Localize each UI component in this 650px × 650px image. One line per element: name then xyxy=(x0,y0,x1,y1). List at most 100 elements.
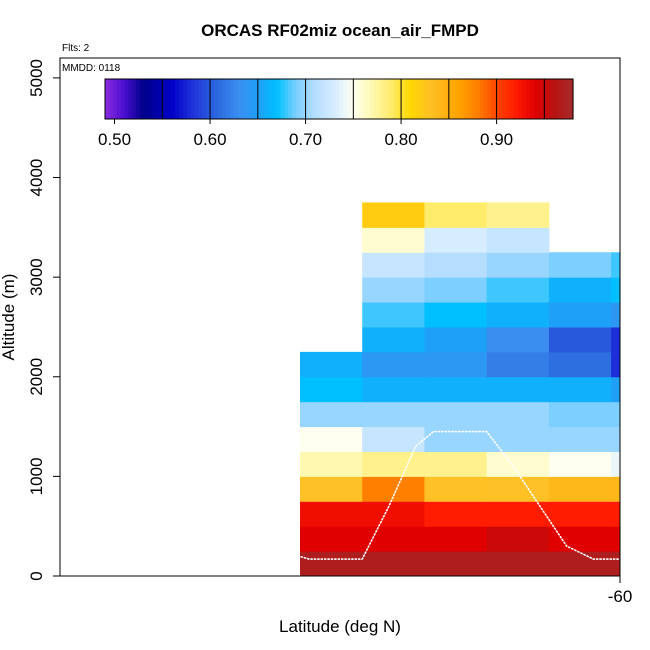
heatmap-cell xyxy=(300,451,363,477)
heatmap-cell xyxy=(548,426,612,452)
colorbar-segment xyxy=(370,79,375,119)
x-axis-label: Latitude (deg N) xyxy=(279,617,401,636)
colorbar-segment xyxy=(179,79,184,119)
heatmap-cell xyxy=(362,252,425,278)
colorbar-segment xyxy=(128,79,133,119)
colorbar-segment xyxy=(288,79,293,119)
colorbar-segment xyxy=(553,79,558,119)
heatmap-cell xyxy=(424,501,488,527)
heatmap-cell xyxy=(424,252,488,278)
colorbar-tick-label: 0.70 xyxy=(289,130,322,149)
x-tick-label: -60 xyxy=(608,587,633,606)
colorbar-segment xyxy=(276,79,282,119)
colorbar-segment xyxy=(479,79,484,119)
plot-frame xyxy=(59,57,621,577)
colorbar-segment xyxy=(459,79,465,119)
colorbar-segment xyxy=(218,79,223,119)
colorbar-segment xyxy=(549,79,555,119)
colorbar-segment xyxy=(335,79,340,119)
date-annotation: MMDD: 0118 xyxy=(62,63,121,74)
heatmap-cell xyxy=(611,526,620,552)
colorbar-segment xyxy=(389,79,395,119)
heatmap-cell xyxy=(424,302,488,328)
heatmap-cell xyxy=(362,351,425,378)
colorbar-segment xyxy=(339,79,344,119)
heatmap-cell xyxy=(611,401,620,428)
colorbar-segment xyxy=(222,79,227,119)
heatmap-cell xyxy=(611,476,620,502)
heatmap-cell xyxy=(362,302,425,328)
heatmap-cell xyxy=(300,501,363,527)
colorbar-segment xyxy=(175,79,180,119)
colorbar-segment xyxy=(198,79,204,119)
colorbar-segment xyxy=(366,79,371,119)
colorbar-segment xyxy=(522,79,527,119)
y-tick-label: 2000 xyxy=(27,358,46,396)
heatmap-cell xyxy=(424,277,488,303)
heatmap-cell xyxy=(424,326,488,353)
colorbar-segment xyxy=(491,79,496,119)
heatmap-cell xyxy=(486,227,550,253)
heatmap-cell xyxy=(548,351,612,378)
colorbar-segment xyxy=(331,79,336,119)
colorbar-segment xyxy=(417,79,422,119)
colorbar-segment xyxy=(186,79,192,119)
colorbar-segment xyxy=(323,79,328,119)
heatmap-cell xyxy=(548,376,612,403)
colorbar-segment xyxy=(249,79,254,119)
colorbar-segment xyxy=(342,79,348,119)
heatmap-cell xyxy=(611,351,620,378)
colorbar-segment xyxy=(498,79,504,119)
flight-track-line xyxy=(139,216,620,560)
colorbar-segment xyxy=(108,79,114,119)
heatmap-cell xyxy=(362,451,425,477)
colorbar-segment xyxy=(190,79,196,119)
colorbar-segment xyxy=(120,79,126,119)
colorbar-segment xyxy=(362,79,367,119)
colorbar-segment xyxy=(327,79,332,119)
colorbar-segment xyxy=(163,79,168,119)
heatmap-cell xyxy=(424,376,488,403)
colorbar-segment xyxy=(155,79,161,119)
heatmap-cell xyxy=(548,277,612,303)
colorbar-segment xyxy=(456,79,461,119)
heatmap-cell xyxy=(362,401,425,428)
colorbar-segment xyxy=(237,79,243,119)
colorbar-segment xyxy=(307,79,313,119)
colorbar-segment xyxy=(225,79,231,119)
heatmap-cell xyxy=(362,476,425,502)
colorbar-segment xyxy=(214,79,219,119)
heatmap-cell xyxy=(486,252,550,278)
colorbar-frame xyxy=(104,78,574,120)
heatmap-cell xyxy=(611,277,620,303)
heatmap-cell xyxy=(548,401,612,428)
colorbar-segment xyxy=(116,79,122,119)
chart-title: ORCAS RF02miz ocean_air_FMPD xyxy=(201,21,479,40)
colorbar-segment xyxy=(405,79,410,119)
colorbar-segment xyxy=(280,79,285,119)
colorbar-segment xyxy=(147,79,153,119)
heatmap-cell xyxy=(424,476,488,502)
heatmap-cell xyxy=(486,326,550,353)
colorbar-segment xyxy=(475,79,480,119)
colorbar-segment xyxy=(292,79,297,119)
flights-annotation: Flts: 2 xyxy=(62,43,90,54)
colorbar-segment xyxy=(268,79,274,119)
colorbar-segment xyxy=(144,79,149,119)
colorbar-segment xyxy=(537,79,543,119)
colorbar-segment xyxy=(300,79,305,119)
heatmap-cell xyxy=(486,476,550,502)
heatmap-cell xyxy=(362,202,425,228)
colorbar-segment xyxy=(296,79,301,119)
heatmap-cell xyxy=(548,501,612,527)
colorbar-segment xyxy=(245,79,250,119)
y-tick-label: 1000 xyxy=(27,457,46,495)
colorbar-tick-label: 0.60 xyxy=(194,130,227,149)
colorbar-segment xyxy=(569,79,574,119)
heatmap-cell xyxy=(362,376,425,403)
colorbar-segment xyxy=(444,79,449,119)
heatmap-cell xyxy=(611,302,620,328)
heatmap-cell xyxy=(611,426,620,452)
x-axis: -60 xyxy=(608,576,633,606)
heatmap-cell xyxy=(300,351,363,378)
